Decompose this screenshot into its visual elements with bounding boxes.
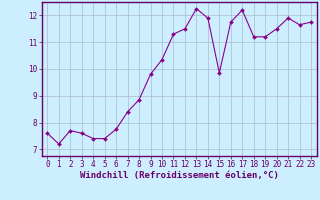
X-axis label: Windchill (Refroidissement éolien,°C): Windchill (Refroidissement éolien,°C): [80, 171, 279, 180]
